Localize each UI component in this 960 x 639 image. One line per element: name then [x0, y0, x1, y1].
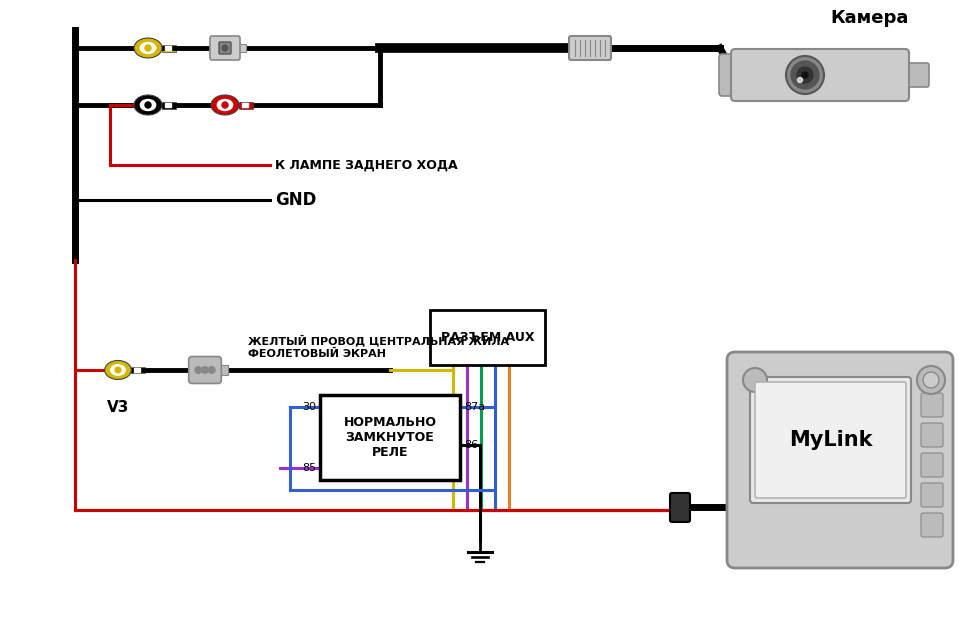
FancyBboxPatch shape	[921, 483, 943, 507]
Bar	[238, 44, 246, 52]
FancyBboxPatch shape	[731, 49, 909, 101]
Text: 30: 30	[302, 402, 316, 412]
Ellipse shape	[140, 100, 156, 111]
FancyBboxPatch shape	[921, 393, 943, 417]
Bar	[218, 366, 228, 374]
Bar	[162, 102, 176, 109]
Ellipse shape	[134, 95, 162, 115]
Circle shape	[145, 102, 151, 108]
Circle shape	[923, 372, 939, 388]
Circle shape	[222, 45, 228, 51]
FancyBboxPatch shape	[189, 357, 222, 383]
FancyBboxPatch shape	[903, 63, 929, 87]
Circle shape	[145, 45, 151, 51]
Bar	[430, 310, 545, 365]
FancyBboxPatch shape	[750, 377, 911, 503]
FancyBboxPatch shape	[210, 36, 240, 60]
Text: ФЕОЛЕТОВЫЙ ЭКРАН: ФЕОЛЕТОВЫЙ ЭКРАН	[248, 349, 386, 359]
Ellipse shape	[134, 38, 162, 58]
FancyBboxPatch shape	[921, 513, 943, 537]
FancyBboxPatch shape	[727, 352, 953, 568]
Bar	[162, 45, 176, 52]
Bar	[320, 395, 460, 480]
Bar	[134, 368, 140, 372]
FancyBboxPatch shape	[719, 54, 743, 96]
Circle shape	[786, 56, 824, 94]
Circle shape	[798, 77, 803, 82]
Circle shape	[802, 72, 808, 78]
Text: 85: 85	[301, 463, 316, 473]
Circle shape	[797, 67, 813, 83]
Text: MyLink: MyLink	[789, 430, 873, 450]
FancyBboxPatch shape	[569, 36, 611, 60]
Text: РАЗЪЕМ AUX: РАЗЪЕМ AUX	[441, 331, 535, 344]
Text: Камера: Камера	[830, 9, 909, 27]
Text: GND: GND	[275, 191, 317, 209]
Circle shape	[115, 367, 121, 373]
Circle shape	[791, 61, 819, 89]
FancyBboxPatch shape	[921, 453, 943, 477]
Bar	[239, 102, 253, 109]
Text: V3: V3	[107, 401, 130, 415]
Ellipse shape	[110, 365, 126, 375]
Bar	[165, 46, 171, 50]
FancyBboxPatch shape	[921, 423, 943, 447]
Text: К ЛАМПЕ ЗАДНЕГО ХОДА: К ЛАМПЕ ЗАДНЕГО ХОДА	[275, 158, 458, 171]
Text: ЖЕЛТЫЙ ПРОВОД ЦЕНТРАЛЬНАЯ ЖИЛА: ЖЕЛТЫЙ ПРОВОД ЦЕНТРАЛЬНАЯ ЖИЛА	[248, 334, 509, 346]
Circle shape	[222, 102, 228, 108]
Circle shape	[195, 367, 202, 373]
FancyBboxPatch shape	[670, 493, 690, 522]
Text: 87a: 87a	[464, 402, 485, 412]
Bar	[132, 367, 145, 373]
Text: НОРМАЛЬНО
ЗАМКНУТОЕ
РЕЛЕ: НОРМАЛЬНО ЗАМКНУТОЕ РЕЛЕ	[344, 416, 437, 459]
FancyBboxPatch shape	[219, 42, 231, 54]
Circle shape	[202, 367, 208, 373]
Circle shape	[917, 366, 945, 394]
Ellipse shape	[105, 360, 132, 380]
Circle shape	[743, 368, 767, 392]
FancyBboxPatch shape	[755, 382, 906, 498]
Bar	[242, 103, 248, 107]
Text: 86: 86	[464, 440, 478, 450]
Circle shape	[208, 367, 215, 373]
Ellipse shape	[140, 43, 156, 54]
Ellipse shape	[217, 100, 232, 111]
Ellipse shape	[211, 95, 239, 115]
Bar	[165, 103, 171, 107]
